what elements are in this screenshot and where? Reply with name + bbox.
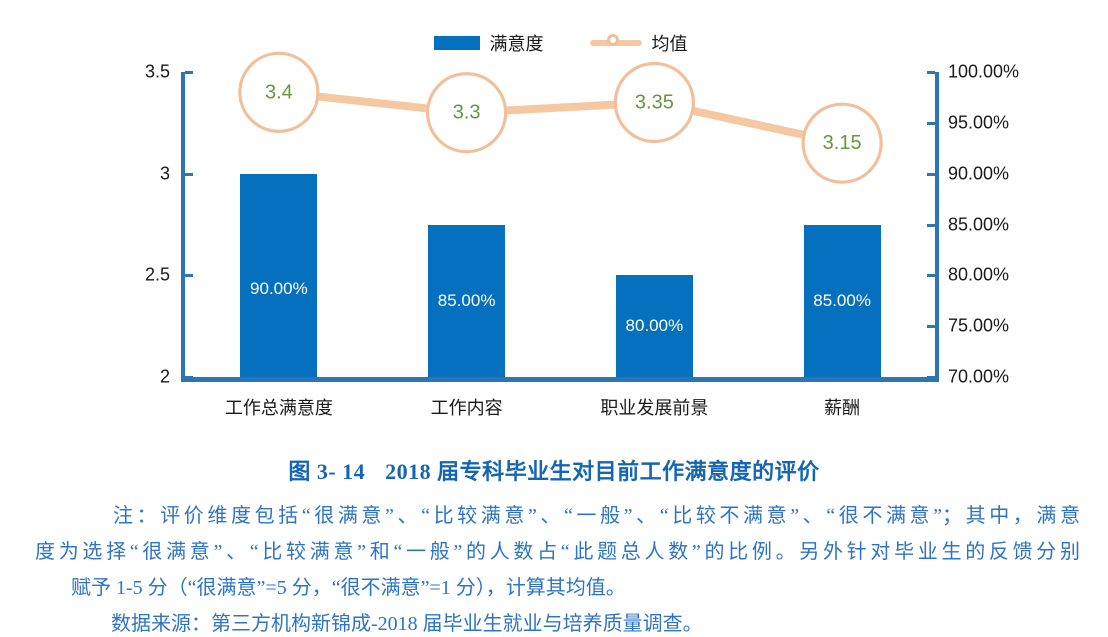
right-axis-tick [927,325,935,329]
satisfaction-bar [240,173,318,377]
right-axis-tick-label: 75.00% [948,315,1010,336]
right-axis-tick-label: 80.00% [948,264,1010,285]
mean-value-label: 3.15 [823,132,862,154]
bar-value-label: 85.00% [437,290,496,310]
right-axis-tick [927,121,935,125]
note-source-line: 数据来源：第三方机构新锦成-2018 届毕业生就业与培养质量调查。 [111,613,703,635]
chart-legend: 满意度 均值 [185,28,936,58]
mean-line [278,88,843,148]
left-axis-tick [185,172,193,176]
figure-note: 注：评价维度包括“很满意”、“比较满意”、“一般”、“比较不满意”、“很不满意”… [35,498,1080,637]
category-label: 工作内容 [430,398,503,418]
bar-value-label: 80.00% [625,316,684,336]
mean-value-label: 3.4 [265,81,293,103]
figure-number: 图 3- 14 [288,459,366,484]
bar-series-swatch [433,36,480,50]
category-label: 职业发展前景 [600,398,709,418]
left-axis-tick [185,274,193,278]
bar-value-label: 85.00% [813,290,871,310]
mean-marker [426,72,508,154]
mean-marker [238,51,320,133]
left-axis-tick [185,71,193,74]
mean-value-label: 3.3 [453,102,481,124]
right-axis-tick-label: 100.00% [948,61,1020,82]
note-line-1: 注：评价维度包括“很满意”、“比较满意”、“一般”、“比较不满意”、“很不满意”… [113,505,1080,527]
right-axis-tick [927,71,935,74]
right-axis-line [935,72,939,382]
right-axis-tick-label: 90.00% [948,163,1010,184]
x-axis-line [181,377,939,382]
right-axis-tick [927,223,935,227]
right-axis-tick-label: 70.00% [948,366,1010,387]
right-axis-tick [927,172,935,176]
note-line-3: 赋予 1-5 分（“很满意”=5 分，“很不满意”=1 分），计算其均值。 [71,577,626,599]
legend-label-mean: 均值 [651,34,688,54]
right-axis-tick-label: 85.00% [948,214,1010,234]
bar-value-label: 90.00% [250,279,308,299]
satisfaction-bar [615,275,693,377]
right-axis-tick [927,274,935,278]
left-axis-tick-label: 2.5 [144,264,170,285]
left-axis-tick-label: 2 [159,366,170,387]
category-label: 薪酬 [824,398,861,418]
left-axis-tick-label: 3 [159,163,170,184]
satisfaction-bar [803,224,881,377]
right-axis-tick-label: 95.00% [948,112,1010,133]
legend-label-satisfaction: 满意度 [489,34,544,54]
satisfaction-combo-chart: 满意度 均值 3.5 3 2.5 2 100.00% 95.00% 90.00% 85.00%… [144,28,1020,418]
mean-value-label: 3.35 [635,92,674,114]
line-series-marker-icon [589,33,642,53]
mean-marker [801,102,883,184]
left-axis-tick-label: 3.5 [144,61,170,82]
left-axis-tick [185,376,193,379]
satisfaction-bar [428,224,506,377]
mean-marker [613,61,695,144]
right-axis-tick [927,376,935,379]
note-line-2: 度为选择“很满意”、“比较满意”和“一般”的人数占“此题总人数”的比例。另外针对… [35,541,1080,563]
category-label: 工作总满意度 [224,398,333,418]
left-axis-line [181,72,185,382]
figure-caption: 图 3- 14 2018 届专科毕业生对目前工作满意度的评价 [0,454,1108,486]
figure-title: 2018 届专科毕业生对目前工作满意度的评价 [385,459,820,484]
